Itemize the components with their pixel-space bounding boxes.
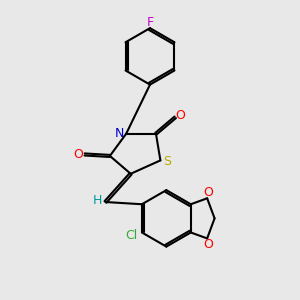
Text: N: N xyxy=(115,127,124,140)
Text: F: F xyxy=(146,16,154,29)
Text: O: O xyxy=(204,238,214,251)
Text: O: O xyxy=(176,109,186,122)
Text: S: S xyxy=(163,155,171,168)
Text: O: O xyxy=(204,186,214,199)
Text: O: O xyxy=(74,148,84,161)
Text: Cl: Cl xyxy=(125,229,138,242)
Text: H: H xyxy=(92,194,102,207)
